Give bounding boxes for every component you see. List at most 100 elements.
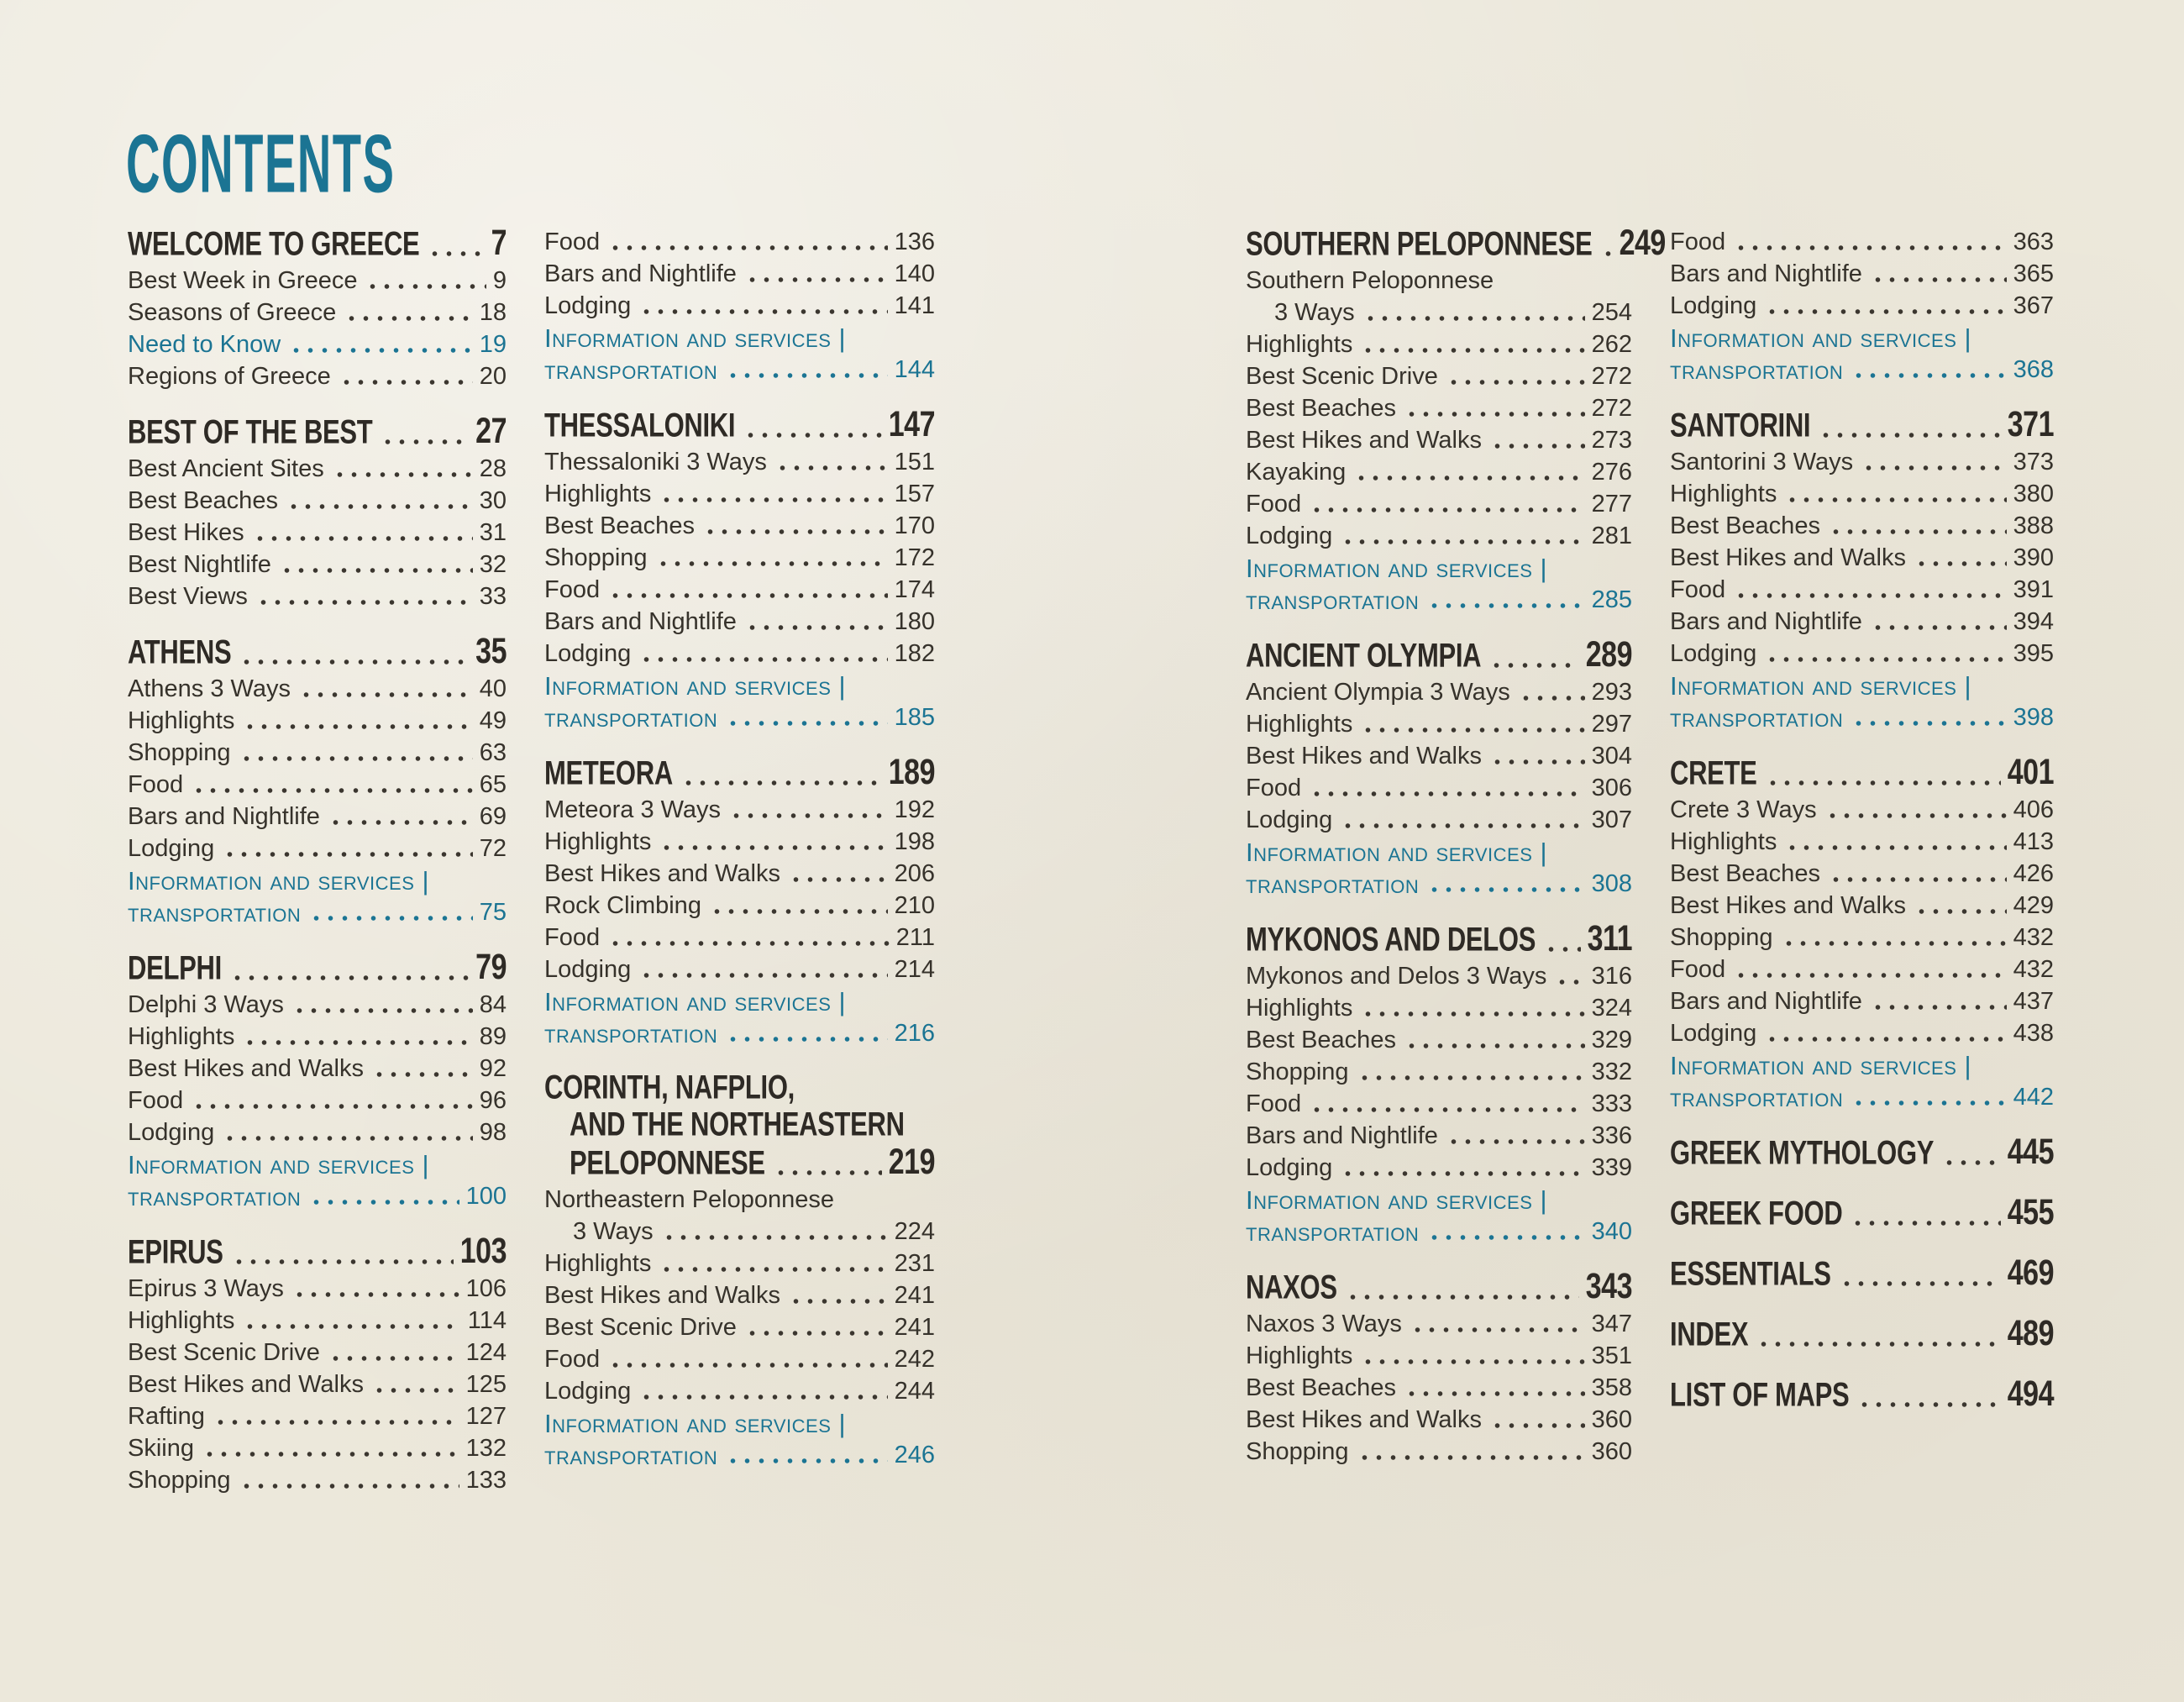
toc-entry: Crete 3 Ways 406 <box>1670 793 2054 825</box>
entry-page-number: 262 <box>1591 331 1632 358</box>
leader-dots <box>726 1016 888 1048</box>
leader-dots <box>365 264 486 296</box>
toc-entry: Need to Know 19 <box>128 328 507 360</box>
info-services-label: Information and services | <box>128 1150 430 1179</box>
toc-entry: Shopping 133 <box>128 1463 507 1495</box>
section-heading-row: LIST OF MAPS 494 <box>1670 1374 2055 1415</box>
toc-entry: Shopping 360 <box>1246 1435 1632 1467</box>
transportation-label: transportation <box>128 898 302 927</box>
entry-page-number: 281 <box>1591 523 1632 549</box>
toc-entry: Food 306 <box>1246 771 1632 803</box>
toc-entry: Highlights 413 <box>1670 825 2054 857</box>
transportation-row: transportation 246 <box>544 1438 935 1470</box>
info-services-label: Information and services | <box>1246 838 1548 867</box>
toc-entry: Best Hikes 31 <box>128 516 507 548</box>
entry-page-number: 308 <box>1591 870 1632 897</box>
section-title: EPIRUS <box>128 1232 223 1271</box>
toc-entry: Best Week in Greece 9 <box>128 264 507 296</box>
info-services-line: Information and services | <box>544 1406 935 1438</box>
info-services-line: Information and services | <box>1670 1048 2054 1080</box>
section-heading: ESSENTIALS 469 <box>1670 1253 2055 1294</box>
info-services-label: Information and services | <box>544 1409 847 1438</box>
leader-dots <box>328 800 473 832</box>
leader-dots <box>1781 921 2007 953</box>
leader-dots <box>1861 445 2007 477</box>
leader-dots <box>655 541 888 573</box>
entry-page-number: 198 <box>894 828 935 855</box>
entry-page-number: 210 <box>894 892 935 919</box>
entry-page-number: 432 <box>2013 924 2054 951</box>
toc-entry: Best Beaches 30 <box>128 484 507 516</box>
entry-label: Kayaking <box>1246 459 1347 486</box>
entry-label: Skiing <box>128 1435 194 1462</box>
toc-section: ESSENTIALS 469 <box>1670 1253 2055 1294</box>
entry-label: Bars and Nightlife <box>544 608 737 635</box>
leader-dots <box>639 637 888 669</box>
entry-label: Athens 3 Ways <box>128 675 291 702</box>
leader-dots <box>428 225 485 264</box>
section-title: PELOPONNESE <box>570 1143 765 1182</box>
entry-page-number: 133 <box>465 1467 507 1494</box>
entry-label: Highlights <box>128 1023 235 1050</box>
section-page-number: 7 <box>491 223 507 263</box>
entry-page-number: 332 <box>1591 1058 1632 1085</box>
info-services-line: Information and services | <box>128 864 507 896</box>
toc-entry: Highlights 198 <box>544 825 935 857</box>
entry-label: Lodging <box>1670 292 1757 319</box>
entry-label: Best Scenic Drive <box>128 1339 320 1366</box>
entry-page-number: 151 <box>894 449 935 475</box>
section-page-number: 147 <box>888 404 936 444</box>
leader-dots <box>1765 637 2007 669</box>
entry-page-number: 180 <box>894 608 935 635</box>
entry-label: Lodging <box>128 835 215 862</box>
entry-page-number: 380 <box>2013 481 2054 507</box>
leader-dots <box>1345 1269 1579 1307</box>
toc-entry: Rock Climbing 210 <box>544 889 935 921</box>
section-heading-row: DELPHI 79 <box>128 947 507 988</box>
leader-dots <box>744 605 888 637</box>
entry-page-number: 388 <box>2013 512 2054 539</box>
toc-entry: Best Scenic Drive 241 <box>544 1311 935 1342</box>
toc-entry: Highlights 351 <box>1246 1339 1632 1371</box>
toc-entry: Bars and Nightlife 140 <box>544 257 935 289</box>
section-heading-row: BEST OF THE BEST 27 <box>128 411 507 452</box>
entry-label: Highlights <box>1246 1342 1353 1369</box>
leader-dots <box>1357 1435 1585 1467</box>
section-heading: BEST OF THE BEST 27 <box>128 411 507 452</box>
leader-dots <box>252 516 473 548</box>
section-heading-row: EPIRUS 103 <box>128 1231 507 1272</box>
toc-section: ANCIENT OLYMPIA 289 Ancient Olympia 3 Ways… <box>1246 634 1633 899</box>
entry-page-number: 277 <box>1591 491 1632 517</box>
info-services-label: Information and services | <box>1246 554 1548 583</box>
entry-page-number: 340 <box>1591 1218 1632 1245</box>
entry-page-number: 9 <box>492 267 507 294</box>
section-heading-row: NAXOS 343 <box>1246 1266 1633 1307</box>
toc-section: NAXOS 343 Naxos 3 Ways 347 Highlights 351 Best… <box>1246 1266 1633 1467</box>
entry-page-number: 398 <box>2013 704 2054 731</box>
leader-dots <box>371 1368 459 1400</box>
section-page-number: 469 <box>2007 1253 2055 1293</box>
leader-dots <box>1824 793 2007 825</box>
toc-section: ATHENS 35 Athens 3 Ways 40 Highlights 49 Shopp… <box>128 631 507 927</box>
entry-label: Southern Peloponnese <box>1246 267 1494 294</box>
toc-entry: Food 277 <box>1246 487 1632 519</box>
section-heading: CRETE 401 <box>1670 752 2055 793</box>
entry-label: Lodging <box>1670 640 1757 667</box>
leader-dots <box>298 672 473 704</box>
info-services-label: Information and services | <box>544 987 847 1016</box>
transportation-row: transportation 340 <box>1246 1215 1632 1247</box>
entry-label: Thessaloniki 3 Ways <box>544 449 767 475</box>
section-heading: MYKONOS AND DELOS 311 <box>1246 918 1633 959</box>
entry-label: Best Nightlife <box>128 551 271 578</box>
section-heading-row: ESSENTIALS 469 <box>1670 1253 2055 1294</box>
toc-entry: Highlights 89 <box>128 1020 507 1052</box>
toc-entry: Lodging 307 <box>1246 803 1632 835</box>
entry-label: Best Hikes and Walks <box>128 1055 364 1082</box>
leader-dots <box>1914 541 2007 573</box>
leader-dots <box>659 477 888 509</box>
entry-label: Best Hikes and Walks <box>1246 743 1482 770</box>
toc-entry: Lodging 339 <box>1246 1151 1632 1183</box>
toc-entry: Shopping 63 <box>128 736 507 768</box>
entry-page-number: 432 <box>2013 956 2054 983</box>
entry-page-number: 358 <box>1591 1374 1632 1401</box>
